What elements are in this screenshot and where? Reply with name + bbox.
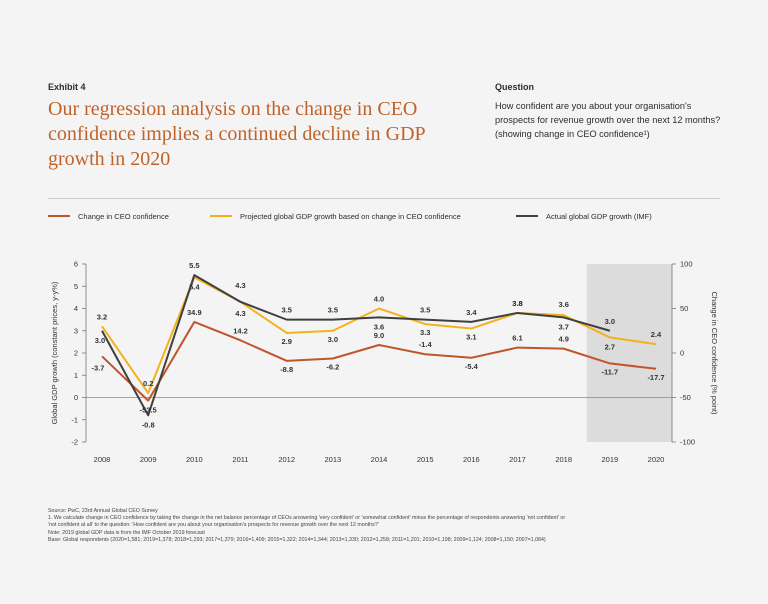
data-label-ceo: -3.7: [92, 363, 105, 372]
data-label-projected: 3.8: [512, 299, 522, 308]
data-label-ceo: 4.9: [558, 335, 568, 344]
y-tick-label-left: 5: [74, 282, 78, 291]
data-label-ceo: -1.4: [419, 340, 433, 349]
x-tick-label: 2017: [509, 455, 526, 464]
data-label-ceo: 34.9: [187, 308, 202, 317]
footnote-note: Note: 2019 global GDP data is from the I…: [48, 529, 205, 536]
data-label-projected: 4.0: [374, 295, 384, 304]
data-label-actual: 3.5: [281, 306, 291, 315]
y-tick-label-right: -100: [680, 438, 695, 447]
data-label-projected: 3.2: [97, 312, 107, 321]
legend-swatch-actual: [516, 215, 538, 217]
x-tick-label: 2016: [463, 455, 480, 464]
y-tick-label-left: 4: [74, 304, 78, 313]
data-label-actual: 3.0: [95, 336, 105, 345]
legend-label-ceo: Change in CEO confidence: [78, 211, 169, 221]
y-axis-title-right: Change in CEO confidence (% point): [710, 292, 719, 415]
legend-item-actual: Actual global GDP growth (IMF): [516, 210, 652, 222]
y-tick-label-left: 6: [74, 260, 78, 269]
y-tick-label-left: 1: [74, 371, 78, 380]
data-label-actual: 4.3: [235, 281, 245, 290]
question-label: Question: [495, 82, 535, 92]
legend-label-projected: Projected global GDP growth based on cha…: [240, 211, 461, 221]
data-label-actual: 3.6: [374, 322, 384, 331]
y-tick-label-right: 50: [680, 304, 688, 313]
data-label-projected: 0.2: [143, 379, 153, 388]
x-tick-label: 2009: [140, 455, 157, 464]
x-tick-label: 2008: [94, 455, 111, 464]
data-label-ceo: -17.7: [647, 373, 664, 382]
data-label-ceo: -6.2: [326, 363, 339, 372]
x-tick-label: 2020: [648, 455, 665, 464]
data-label-projected: 4.3: [235, 309, 245, 318]
legend-item-ceo: Change in CEO confidence: [48, 210, 169, 222]
footnotes: Source: PwC, 23rd Annual Global CEO Surv…: [48, 508, 728, 544]
x-tick-label: 2010: [186, 455, 203, 464]
x-tick-label: 2018: [555, 455, 572, 464]
legend-item-projected: Projected global GDP growth based on cha…: [210, 210, 461, 222]
legend-label-actual: Actual global GDP growth (IMF): [546, 211, 652, 221]
data-label-actual: 3.0: [605, 317, 615, 326]
data-label-projected: 5.4: [189, 282, 200, 291]
y-tick-label-right: 100: [680, 260, 693, 269]
data-label-ceo: -8.8: [280, 365, 293, 374]
x-tick-label: 2014: [371, 455, 388, 464]
data-label-ceo: 14.2: [233, 326, 248, 335]
data-label-projected: 3.0: [328, 335, 338, 344]
data-label-actual: 3.4: [466, 308, 477, 317]
y-tick-label-left: -1: [71, 415, 78, 424]
data-label-actual: 3.5: [420, 306, 430, 315]
data-label-actual: 3.7: [558, 322, 568, 331]
y-tick-label-left: 2: [74, 349, 78, 358]
x-tick-label: 2011: [232, 455, 248, 464]
series-line-ceo: [101, 320, 657, 402]
data-label-projected: 3.6: [558, 300, 568, 309]
data-label-actual: 3.5: [328, 306, 338, 315]
x-tick-label: 2019: [601, 455, 618, 464]
x-tick-label: 2013: [324, 455, 341, 464]
data-label-ceo: -53.5: [140, 406, 157, 415]
page-title: Our regression analysis on the change in…: [48, 98, 425, 170]
y-axis-title-left: Global GDP growth (constant prices, y-y%…: [50, 281, 59, 424]
footnote-1: 1. We calculate change in CEO confidence…: [48, 515, 566, 522]
series-line-actual: [101, 274, 611, 417]
y-tick-label-right: 0: [680, 349, 684, 358]
data-label-ceo: 9.0: [374, 331, 384, 340]
data-label-projected: 3.1: [466, 333, 476, 342]
y-tick-label-left: 3: [74, 326, 78, 335]
line-chart: -2 -1 0 1 2 3 4 5 6 -100 -50 0 50 100 2008 2009 2010 2011…: [50, 260, 719, 465]
data-label-actual: 3.8: [512, 299, 522, 308]
exhibit-label: Exhibit 4: [48, 82, 86, 92]
x-tick-label: 2012: [278, 455, 295, 464]
question-text: How confident are you about your organis…: [495, 101, 721, 139]
y-tick-label-right: -50: [680, 393, 691, 402]
data-label-projected: 2.9: [281, 337, 291, 346]
data-label-ceo: 6.1: [512, 334, 522, 343]
x-tick-label: 2015: [417, 455, 434, 464]
divider: [48, 198, 720, 199]
data-label-ceo: -11.7: [601, 367, 618, 376]
forecast-band: [586, 264, 672, 442]
data-label-ceo: -5.4: [465, 362, 479, 371]
data-label-actual: -0.8: [142, 420, 155, 429]
data-label-projected: 2.4: [651, 330, 662, 339]
data-label-projected: 2.7: [605, 342, 615, 351]
footnote-base: Base: Global respondents (2020=1,581; 20…: [48, 536, 546, 543]
y-tick-label-left: -2: [71, 438, 78, 447]
legend-swatch-ceo: [48, 215, 70, 217]
data-label-projected: 3.3: [420, 328, 430, 337]
footnote-1-cont: 'not confident at all' to the question: …: [48, 522, 379, 529]
y-tick-label-left: 0: [74, 393, 78, 402]
footnote-source: Source: PwC, 23rd Annual Global CEO Surv…: [48, 508, 158, 514]
data-label-actual: 5.5: [189, 261, 199, 270]
legend-swatch-projected: [210, 215, 232, 217]
